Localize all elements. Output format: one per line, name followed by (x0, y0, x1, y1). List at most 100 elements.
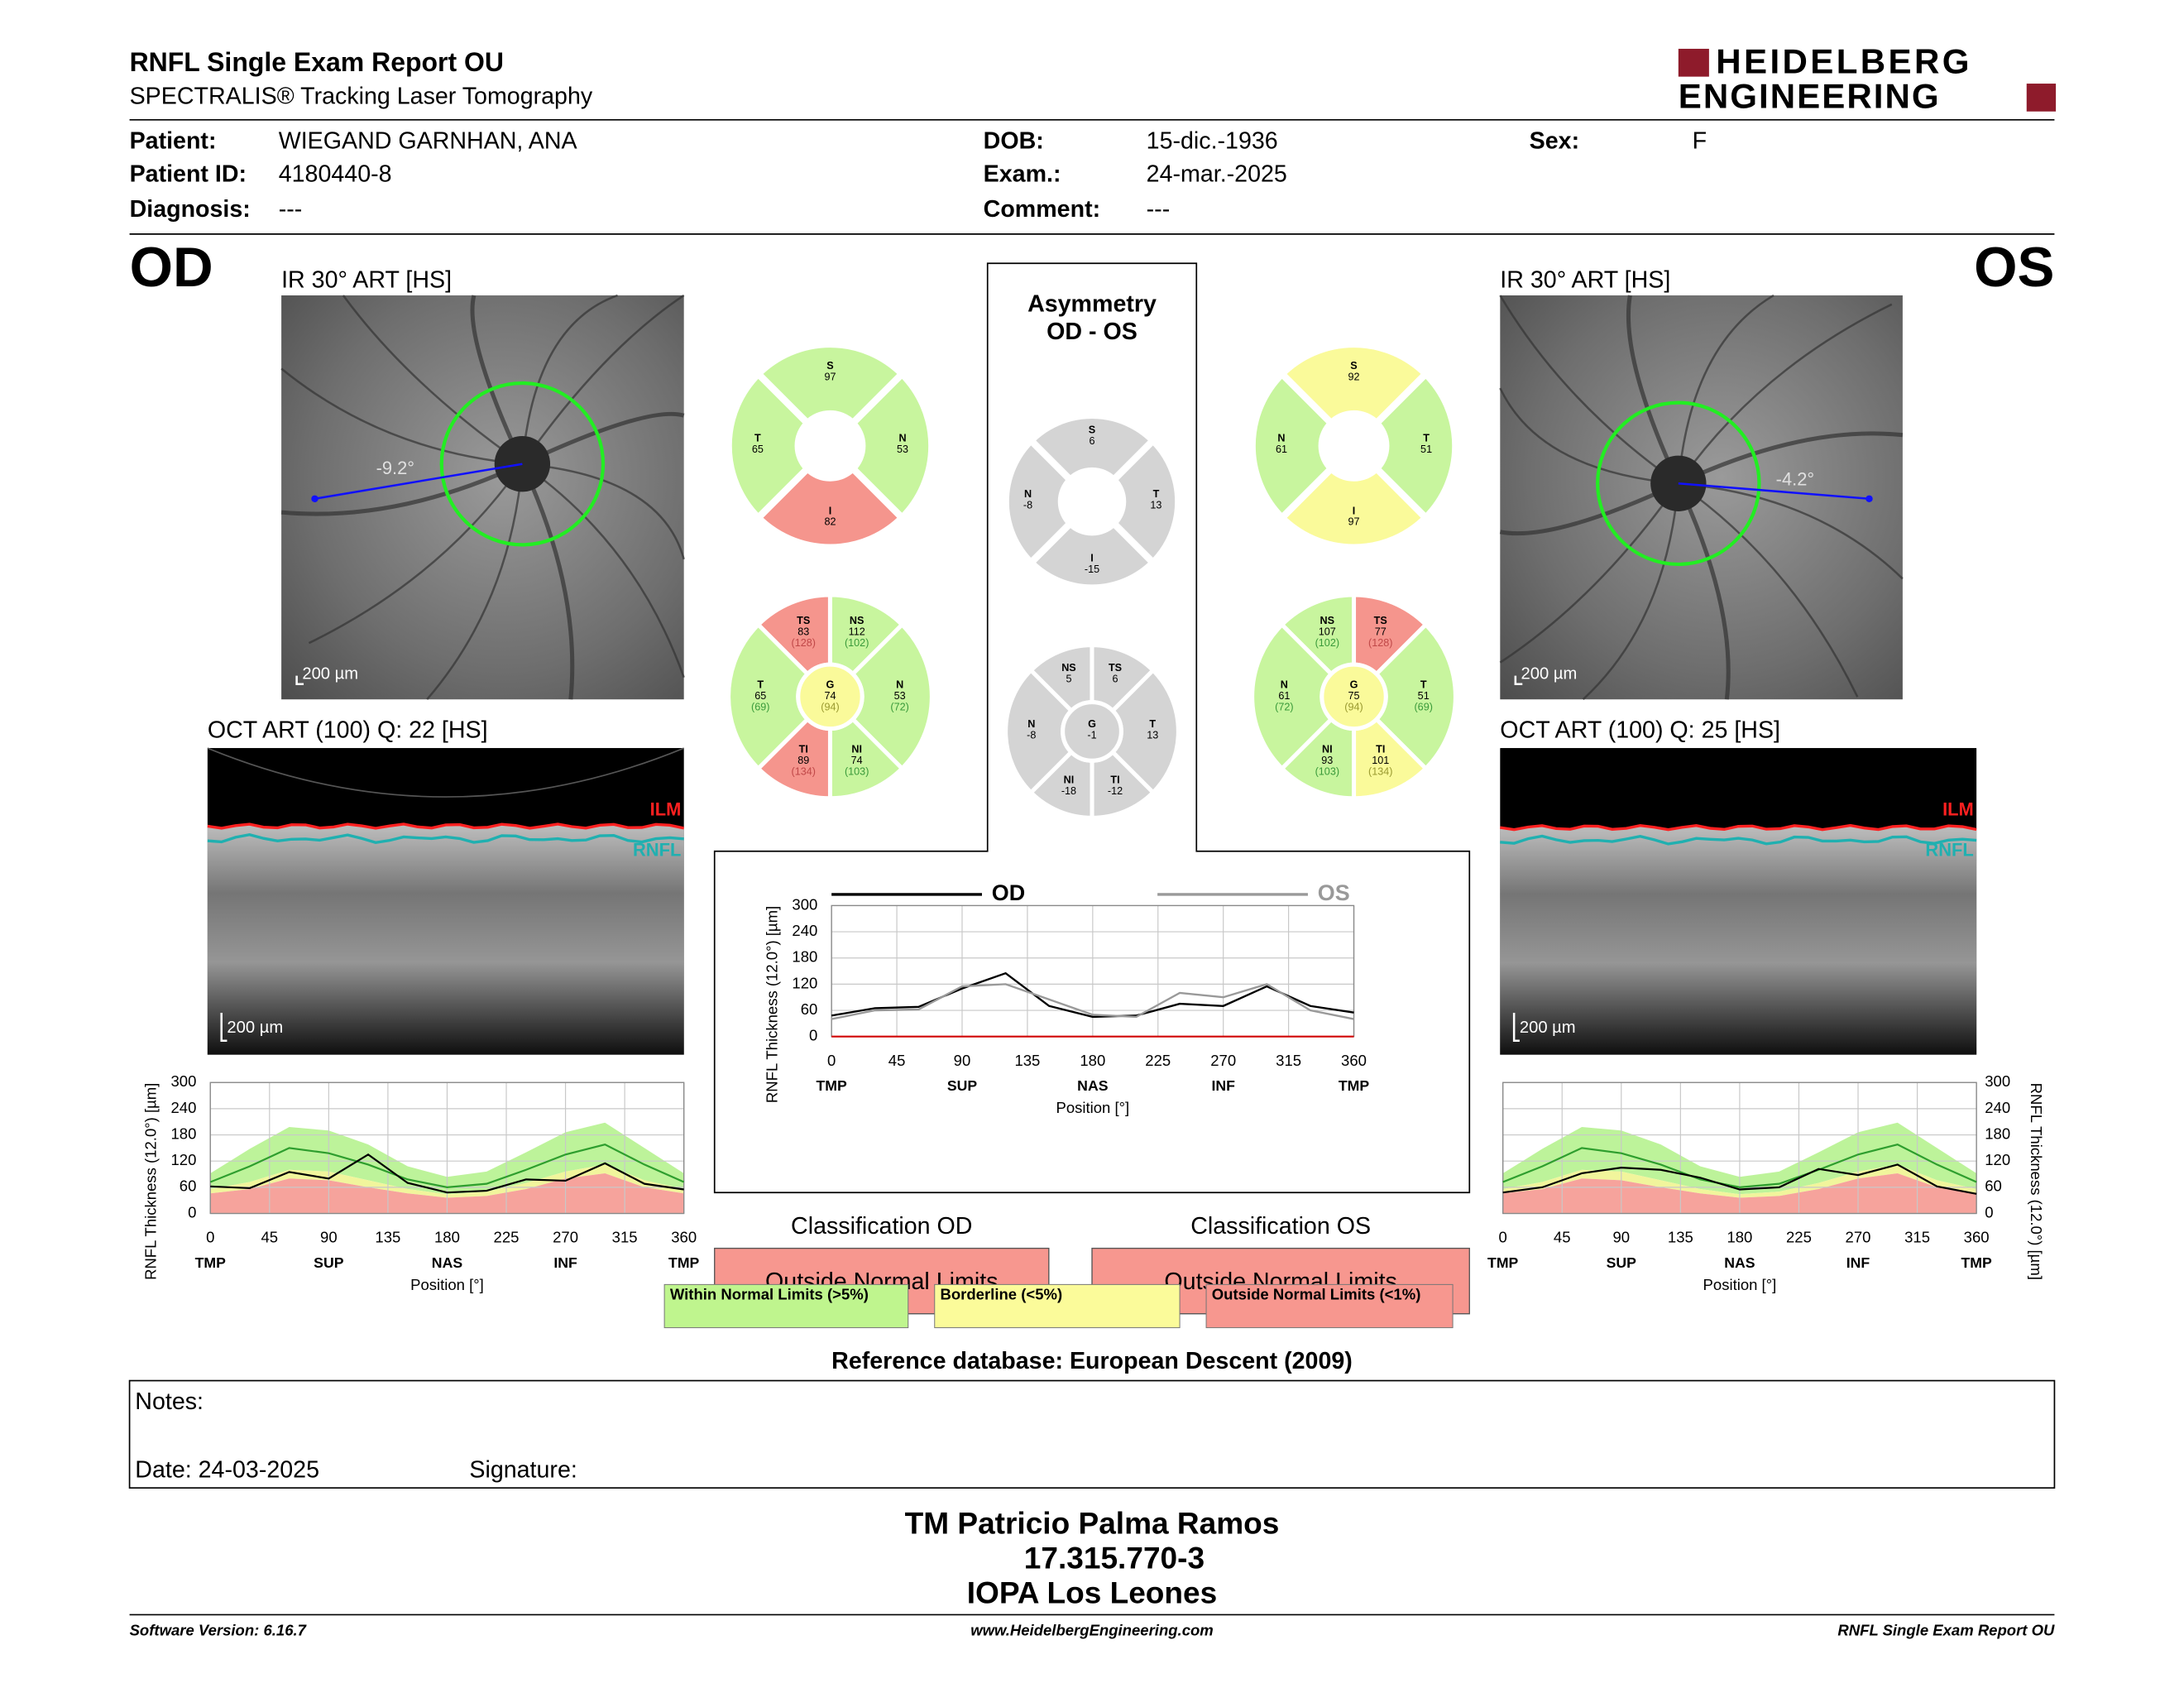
sector-label: G (1088, 718, 1096, 730)
oct-retina (207, 823, 684, 1055)
field-value: --- (1147, 196, 1171, 223)
asymmetry-title: OD - OS (1046, 319, 1138, 345)
footer-left: Software Version: 6.16.7 (130, 1622, 308, 1639)
disc-hole (1061, 471, 1123, 533)
footer-right: RNFL Single Exam Report OU (1837, 1622, 2055, 1639)
y-tick-label: 0 (1985, 1203, 1993, 1220)
vessel (1626, 295, 1681, 485)
x-tick-label: 90 (1612, 1229, 1630, 1246)
vessel (520, 463, 575, 700)
sector-value: -8 (1023, 500, 1032, 511)
x-tick-label: 225 (1145, 1052, 1171, 1069)
sector-value: 75 (1348, 690, 1360, 702)
x-tick-label: 90 (320, 1229, 338, 1246)
x-category-label: NAS (1077, 1077, 1109, 1094)
y-tick-label: 180 (170, 1125, 196, 1142)
ir-image (281, 295, 684, 700)
legend-label: OD (992, 880, 1025, 905)
sector-value: -1 (1087, 729, 1096, 741)
sector-value: 83 (797, 626, 809, 637)
signature-name: TM Patricio Palma Ramos (905, 1505, 1280, 1540)
vessel (308, 463, 524, 645)
x-tick-label: 180 (1080, 1052, 1105, 1069)
x-tick-label: 270 (1846, 1229, 1871, 1246)
normal-mean-line (1502, 1143, 1977, 1188)
oct-title: OCT ART (100) Q: 22 [HS] (208, 717, 488, 744)
x-tick-label: 135 (375, 1229, 400, 1246)
legend-label: Within Normal Limits (>5%) (670, 1286, 869, 1303)
field-label: Diagnosis: (130, 196, 251, 223)
sector-value: -15 (1085, 563, 1099, 575)
vessel (1678, 482, 1859, 698)
scale-label: 200 µm (1520, 1019, 1576, 1037)
sector-value: 97 (824, 372, 836, 383)
sector-value: 74 (824, 690, 836, 702)
sector-label: I (1353, 505, 1356, 516)
x-tick-label: 360 (1964, 1229, 1990, 1246)
sector-label: T (1153, 488, 1160, 500)
x-tick-label: 0 (827, 1052, 836, 1069)
vessel (1499, 387, 1679, 485)
y-tick-label: 120 (170, 1151, 196, 1168)
scale-mark (295, 675, 304, 685)
oct-retina (1500, 825, 1977, 1055)
plot-frame (209, 1081, 685, 1215)
vessel (1582, 483, 1680, 701)
sector-label: N (1024, 488, 1032, 500)
legend-label: Outside Normal Limits (<1%) (1212, 1286, 1421, 1303)
sector-value: 112 (849, 626, 865, 637)
report-title: RNFL Single Exam Report OU (130, 47, 504, 77)
y-axis-label: RNFL Thickness (12.0°) [µm] (2028, 1083, 2045, 1280)
sector-label: G (1350, 679, 1358, 691)
sector-value: 92 (1348, 372, 1360, 383)
sector-label: G (826, 679, 835, 691)
oct-vitreous-contour (1500, 748, 1977, 798)
sector-value: 101 (1372, 755, 1389, 766)
vessel (521, 294, 685, 465)
x-tick-label: 270 (553, 1229, 578, 1246)
sector-label: N (1277, 433, 1285, 444)
y-tick-label: 240 (792, 922, 817, 939)
field-value: 15-dic.-1936 (1147, 127, 1278, 154)
field-value: WIEGAND GARNHAN, ANA (279, 127, 578, 154)
sector-value: 53 (897, 444, 908, 455)
eye-label: OD (130, 237, 213, 299)
notes-date: Date: 24-03-2025 (135, 1457, 319, 1484)
sector-center (1320, 662, 1388, 731)
sector-value: 61 (1276, 444, 1287, 455)
vessel (521, 411, 685, 466)
x-category-label: SUP (1607, 1254, 1637, 1271)
y-tick-label: 300 (792, 895, 817, 913)
field-label: Sex: (1530, 127, 1579, 154)
sector-norm: (94) (1344, 702, 1363, 713)
sector-center (796, 662, 864, 731)
sector-label: NS (850, 615, 864, 626)
scale-label: 200 µm (1521, 664, 1578, 683)
y-axis-label: RNFL Thickness (12.0°) [µm] (141, 1083, 159, 1280)
y-tick-label: 300 (170, 1072, 196, 1090)
sector-value: 13 (1147, 729, 1158, 741)
sector-value: 65 (752, 444, 764, 455)
legend-box (1205, 1283, 1454, 1329)
disc-hole (1321, 414, 1387, 478)
scan-circle (439, 381, 606, 547)
plot-frame (1502, 1081, 1977, 1215)
sector-value: 6 (1113, 674, 1118, 685)
vessel (522, 463, 685, 560)
y-tick-label: 120 (1985, 1151, 2010, 1168)
report-subtitle: SPECTRALIS® Tracking Laser Tomography (130, 83, 593, 109)
rnfl-line (1500, 834, 1977, 846)
vessel (521, 463, 685, 679)
sector-norm: (69) (751, 702, 769, 713)
sector-value: -8 (1027, 729, 1036, 741)
x-axis-label: Position [°] (1056, 1099, 1129, 1116)
scale-mark (1512, 1013, 1520, 1042)
sector-value: 77 (1375, 626, 1387, 637)
x-category-label: INF (1846, 1254, 1870, 1271)
sector-norm: (69) (1414, 702, 1432, 713)
sector-value: 13 (1150, 500, 1161, 511)
sector-value: 5 (1066, 674, 1071, 685)
sector-label: NI (1064, 774, 1075, 786)
y-tick-label: 180 (792, 948, 817, 966)
